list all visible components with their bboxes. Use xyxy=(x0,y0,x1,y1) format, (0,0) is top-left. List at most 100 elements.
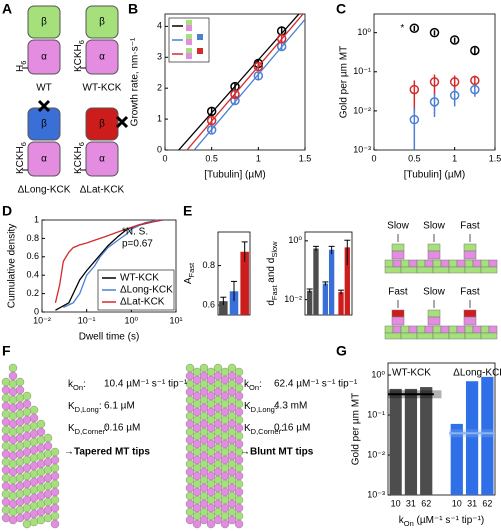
tubulin-subunit xyxy=(29,421,39,431)
x-tick-label: 62 xyxy=(482,498,492,508)
tubulin-subunit xyxy=(220,415,230,425)
tubulin-subunit xyxy=(8,467,18,477)
legend-icon xyxy=(197,34,203,40)
lattice-dimer xyxy=(488,259,498,268)
lattice-dimer xyxy=(384,259,394,268)
dimer xyxy=(391,316,405,326)
y-tick-label: 4 xyxy=(157,21,162,31)
data-point xyxy=(449,77,460,87)
data-point xyxy=(449,35,460,45)
tubulin-subunit xyxy=(1,505,11,515)
tubulin-subunit xyxy=(206,415,216,425)
param-label-part: K xyxy=(68,423,75,434)
data-point xyxy=(409,84,420,95)
tubulin-subunit xyxy=(220,375,230,385)
tubulin-subunit xyxy=(22,399,32,409)
tubulin-subunit xyxy=(29,493,39,503)
tubulin-subunit xyxy=(8,451,18,461)
bar xyxy=(322,283,329,315)
param-label-part: D,Corner xyxy=(75,427,106,436)
tubulin-subunit xyxy=(199,403,209,413)
tubulin-subunit xyxy=(206,383,216,393)
tubulin-subunit xyxy=(22,391,32,401)
tubulin-subunit xyxy=(29,413,39,423)
tubulin-subunit xyxy=(1,513,11,523)
tubulin-subunit xyxy=(227,395,237,405)
tubulin-subunit xyxy=(220,479,230,489)
tubulin-subunit xyxy=(192,431,202,441)
tubulin-subunit xyxy=(213,459,223,469)
param-value: 62.4 µM⁻¹ s⁻¹ tip⁻¹ xyxy=(274,379,358,390)
tubulin-subunit xyxy=(15,385,25,395)
lattice-dimer xyxy=(392,259,402,268)
bar xyxy=(465,381,479,495)
tubulin-subunit xyxy=(234,487,244,497)
x-tick-label: 10⁻¹ xyxy=(78,315,96,325)
beta-subunit xyxy=(85,5,119,39)
lattice-dimer xyxy=(400,266,418,274)
y-tick-label: 10⁻² xyxy=(353,105,371,115)
tubulin-subunit xyxy=(50,503,60,513)
tubulin-subunit xyxy=(22,415,32,425)
tubulin-subunit xyxy=(206,431,216,441)
tubulin-subunit xyxy=(185,419,195,429)
tubulin-subunit xyxy=(206,375,216,385)
tubulin-subunit xyxy=(15,433,25,443)
x-axis-label: [Tubulin] (µM) xyxy=(404,170,466,181)
data-point xyxy=(253,61,264,72)
tubulin-subunit xyxy=(213,451,223,461)
axes-frame xyxy=(387,362,496,496)
tubulin-subunit xyxy=(206,519,216,529)
tubulin-subunit xyxy=(234,471,244,481)
tubulin-subunit xyxy=(234,495,244,505)
param-label: KD,Long: xyxy=(68,401,102,415)
param-label-part: D,Long xyxy=(75,405,99,414)
tubulin-subunit xyxy=(220,439,230,449)
tubulin-subunit xyxy=(234,415,244,425)
x-tick-label: 10⁰ xyxy=(125,315,139,325)
bar xyxy=(420,387,433,495)
tubulin-subunit xyxy=(36,507,46,517)
panel-letter: G xyxy=(336,343,347,359)
param-label-part: : xyxy=(259,379,262,390)
tubulin-subunit xyxy=(29,429,39,439)
tubulin-subunit xyxy=(227,467,237,477)
panel-letter: D xyxy=(2,203,12,219)
y-tick-label: 10⁰ xyxy=(288,235,302,245)
tubulin-subunit xyxy=(8,475,18,485)
tubulin-subunit xyxy=(8,419,18,429)
tubulin-subunit xyxy=(220,487,230,497)
tubulin-subunit xyxy=(206,399,216,409)
tubulin-subunit xyxy=(185,491,195,501)
alpha-label: α xyxy=(41,52,47,63)
param-label-part: : xyxy=(105,423,108,434)
tag-label-part: 6 xyxy=(19,142,28,146)
param-label-part: k xyxy=(68,379,74,390)
tubulin-subunit xyxy=(29,405,39,415)
tubulin-subunit xyxy=(199,507,209,517)
tag-label: KCKH6 xyxy=(15,142,29,174)
param-label-part: D,Long xyxy=(251,405,275,414)
data-point xyxy=(230,89,240,100)
param-label-part: K xyxy=(68,401,75,412)
tubulin-subunit xyxy=(29,437,39,447)
tubulin-subunit xyxy=(192,495,202,505)
param-label-part: : xyxy=(281,423,284,434)
tubulin-subunit xyxy=(227,363,237,373)
tubulin-subunit xyxy=(50,495,60,505)
tubulin-subunit xyxy=(36,467,46,477)
panel-letter: E xyxy=(183,203,192,219)
tubulin-subunit xyxy=(185,475,195,485)
tubulin-subunit xyxy=(192,447,202,457)
tubulin-subunit xyxy=(15,473,25,483)
tubulin-subunit xyxy=(1,489,11,499)
axes-frame xyxy=(373,13,496,151)
tubulin-subunit xyxy=(1,393,11,403)
y-axis-label: Cumulative density xyxy=(7,224,18,308)
tubulin-subunit xyxy=(15,449,25,459)
y-tick-label: 2 xyxy=(157,83,162,93)
tubulin-subunit xyxy=(227,459,237,469)
tubulin-subunit xyxy=(8,427,18,437)
lattice-dimer xyxy=(456,259,466,268)
legend-icon xyxy=(186,25,192,31)
